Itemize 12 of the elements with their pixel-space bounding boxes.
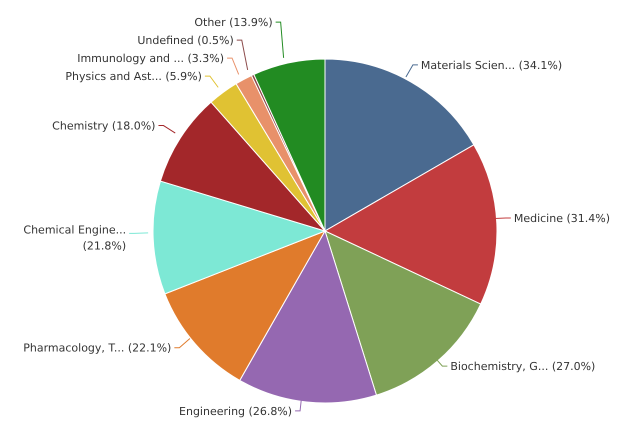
slice-label: Chemical Engine... <box>23 223 126 236</box>
slice-label: Undefined (0.5%) <box>137 34 234 48</box>
data-label: (21.8%) <box>82 239 126 252</box>
slice-label: Chemistry (18.0%) <box>52 120 156 133</box>
slice-label: Other (13.9%) <box>194 16 273 30</box>
slice-label: Pharmacology, T... (22.1%) <box>23 342 172 355</box>
slice-label: Materials Scien... (34.1%) <box>420 58 562 72</box>
slice-label: Physics and Ast... (5.9%) <box>65 70 202 84</box>
slice-label: Engineering (26.8%) <box>179 404 292 418</box>
slice-label: Medicine (31.4%) <box>514 212 610 226</box>
slice-label: Immunology and ... (3.3%) <box>77 52 224 66</box>
slice-label: Biochemistry, G... (27.0%) <box>450 360 596 374</box>
